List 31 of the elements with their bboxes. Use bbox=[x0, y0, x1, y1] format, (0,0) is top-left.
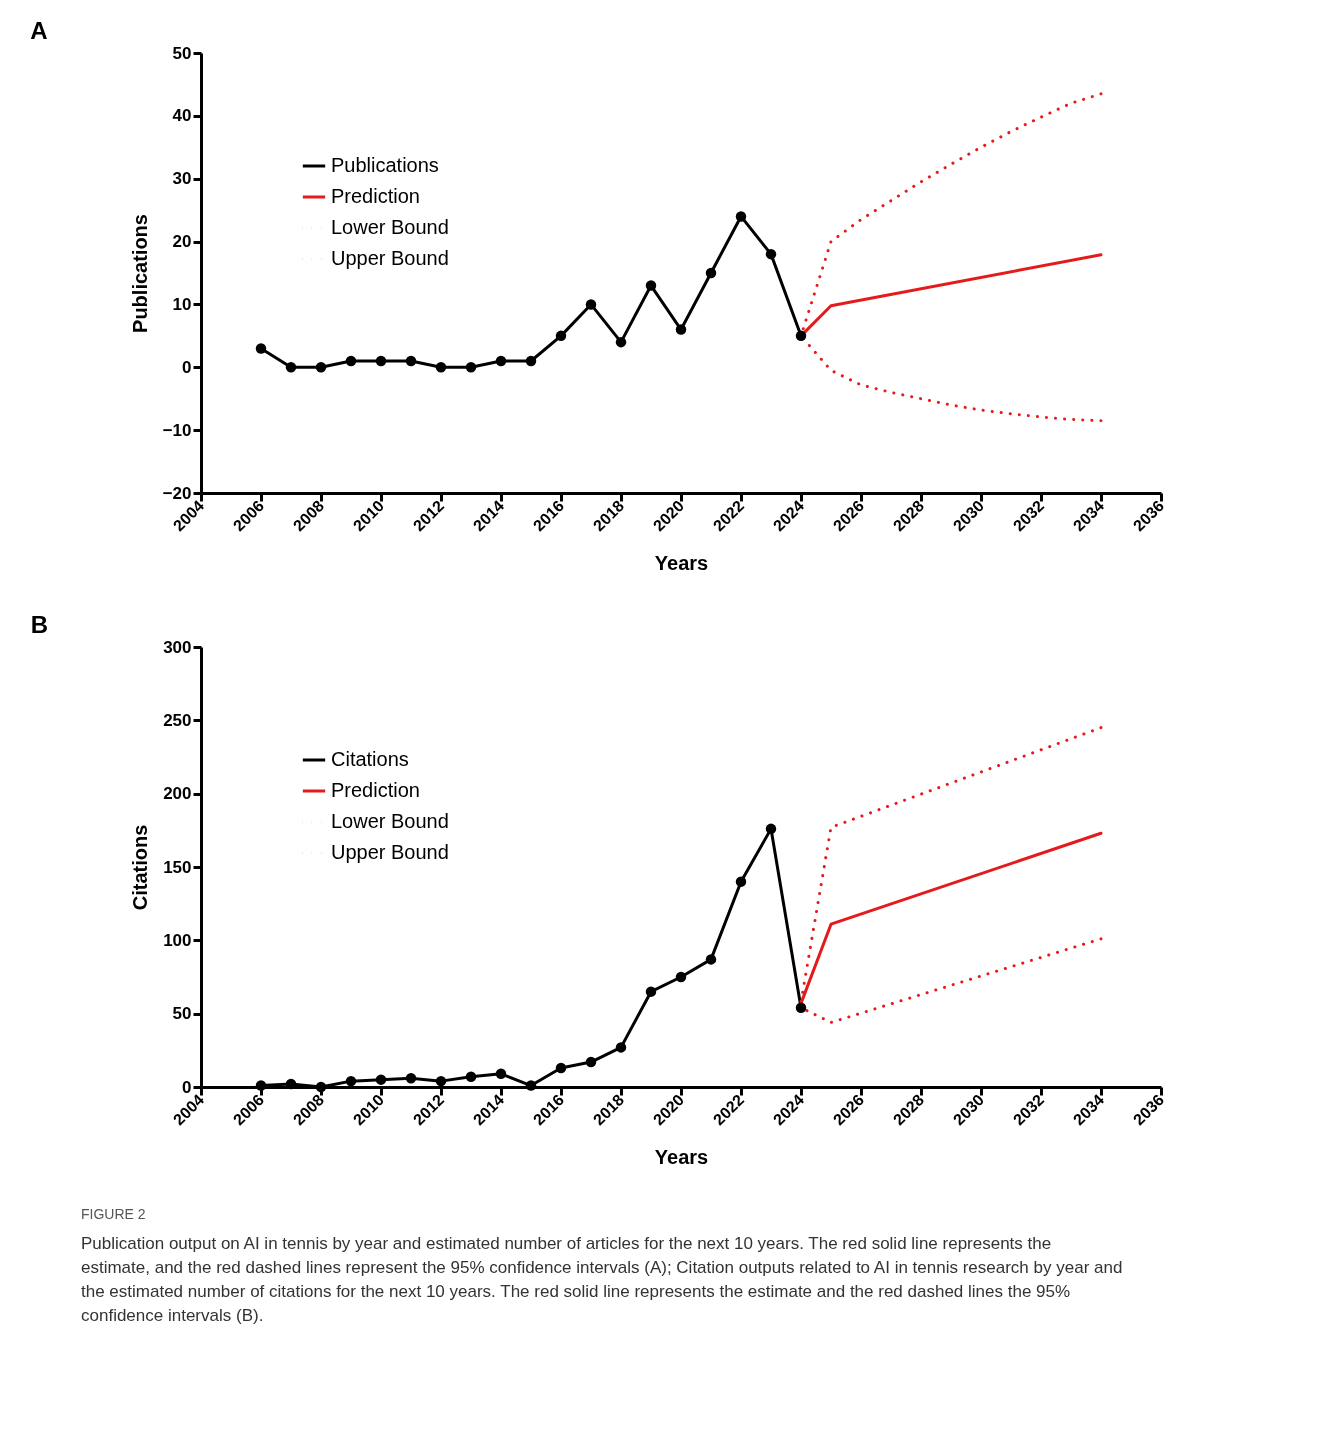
y-tick-label: 300 bbox=[163, 637, 192, 657]
caption: FIGURE 2 bbox=[81, 1206, 146, 1222]
y-axis-title: Citations bbox=[129, 824, 152, 911]
legend-label: Citations bbox=[331, 748, 409, 770]
legend-label: Upper Bound bbox=[331, 247, 449, 269]
chart-title: B bbox=[30, 611, 48, 638]
y-tick-label: 10 bbox=[172, 294, 192, 314]
legend-label: Upper Bound bbox=[331, 841, 449, 863]
y-tick-label: 50 bbox=[172, 1004, 192, 1024]
y-tick-label: 40 bbox=[172, 106, 192, 126]
y-tick-label: 0 bbox=[182, 1077, 192, 1097]
y-tick-label: −20 bbox=[162, 483, 192, 503]
y-tick-label: 100 bbox=[163, 930, 192, 950]
y-axis-title: Publications bbox=[128, 214, 151, 333]
text: Publication output on AI in tennis by year and estimated number of articles for the next 10 years. The red solid line represents the estimate, and the red dashed lines represent the 95% confidence intervals (A); Citation outputs related to AI in tennis research by year and the estimated number of citations for the next 10 years. The red solid line represents the estimate and the red dashed lines the 95% confidence intervals (B). bbox=[81, 1234, 1123, 1325]
y-tick-label: −10 bbox=[162, 420, 192, 440]
y-tick-label: 20 bbox=[172, 232, 192, 252]
y-tick-label: 250 bbox=[163, 710, 192, 730]
y-tick-label: 0 bbox=[182, 357, 192, 377]
x-axis-title: Years bbox=[654, 552, 709, 575]
legend-label: Lower Bound bbox=[331, 216, 449, 238]
x-axis-title: Years bbox=[654, 1146, 709, 1169]
legend-label: Lower Bound bbox=[331, 810, 449, 832]
y-tick-label: 200 bbox=[163, 784, 192, 804]
legend-label: Prediction bbox=[331, 185, 420, 207]
y-tick-label: 150 bbox=[163, 857, 192, 877]
y-tick-label: 50 bbox=[172, 43, 192, 63]
legend-label: Publications bbox=[331, 154, 439, 176]
legend-label: Prediction bbox=[331, 779, 420, 801]
y-tick-label: 30 bbox=[172, 169, 192, 189]
chart-title: A bbox=[30, 17, 48, 44]
